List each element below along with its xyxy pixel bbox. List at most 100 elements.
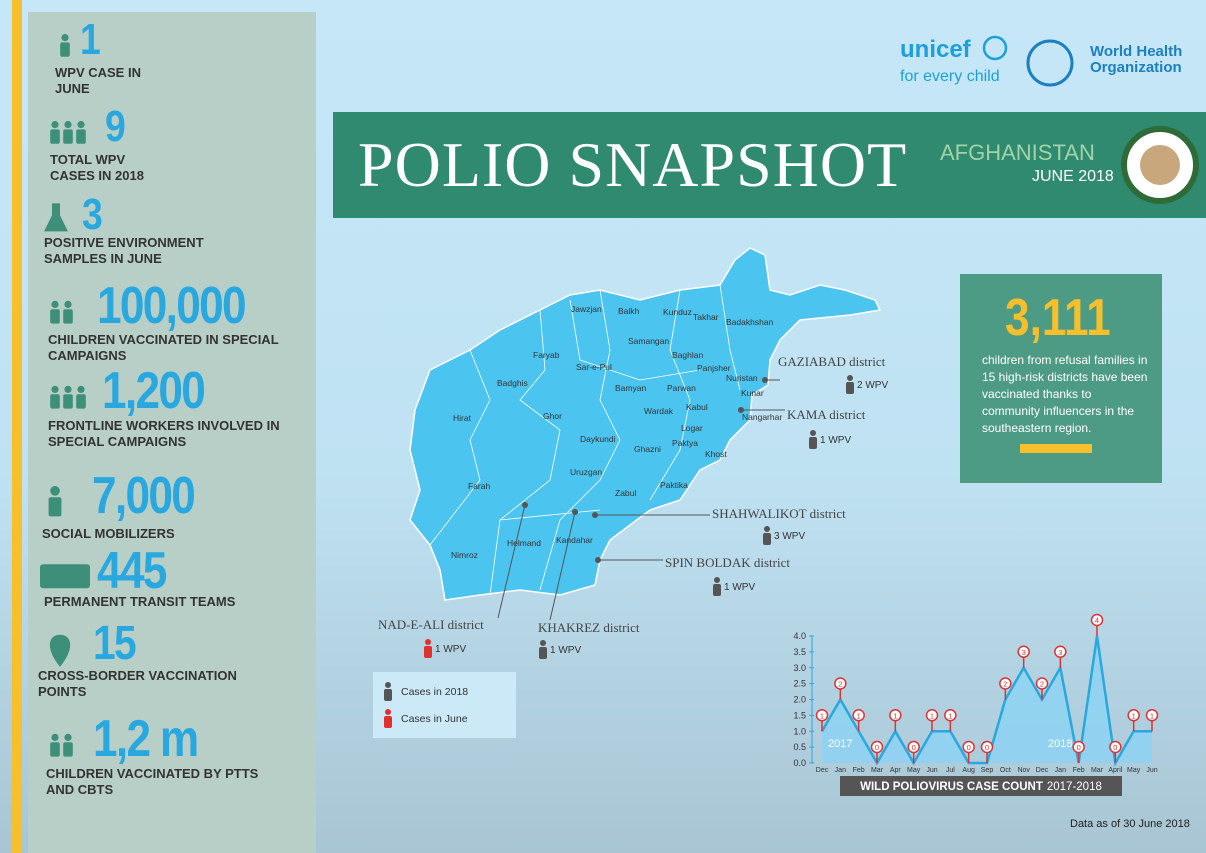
person-icon [810, 430, 816, 436]
banner [333, 112, 1206, 218]
value-label: 1 [930, 711, 934, 720]
x-tick-label: May [1127, 767, 1141, 774]
value-label: 3 [1022, 648, 1026, 657]
x-tick-label: Feb [1073, 767, 1085, 774]
province-label: Nuristan [726, 373, 758, 383]
province-label: Panjsher [697, 363, 731, 373]
person-icon [540, 640, 546, 646]
y-tick-label: 2.0 [793, 695, 806, 705]
district-dot [595, 557, 601, 563]
pin [815, 709, 829, 722]
district-dot [522, 502, 528, 508]
province-label: Balkh [618, 306, 640, 316]
pin [980, 740, 994, 754]
district-dot [572, 509, 578, 515]
stat-value: 100,000 [97, 277, 247, 335]
stat-value: 1 [80, 15, 101, 64]
stat-value: 15 [93, 617, 137, 670]
unicef-tagline: for every child [900, 68, 1000, 85]
province-label: Paktika [660, 480, 688, 490]
province-label: Helmand [507, 538, 541, 548]
pin [1054, 645, 1067, 658]
value-label: 0 [1113, 743, 1117, 752]
province-label: Farah [468, 481, 490, 491]
province-label: Bamyan [615, 383, 646, 393]
province-label: Samangan [628, 336, 669, 346]
value-label: 1 [1150, 711, 1154, 720]
district-cases: 1 WPV [820, 435, 851, 446]
province-label: Khost [705, 449, 727, 459]
legend-box [373, 672, 516, 738]
district-name: KHAKREZ district [538, 620, 640, 635]
value-label: 1 [820, 711, 824, 720]
district-dot [738, 407, 744, 413]
y-tick-label: 0.0 [793, 758, 806, 768]
callout-text: children from refusal families in 15 hig… [982, 353, 1148, 435]
pin [1145, 709, 1159, 722]
province-label: Kunar [741, 388, 764, 398]
who-line: World Health [1090, 43, 1183, 60]
pin [925, 709, 939, 722]
person-icon [764, 526, 770, 532]
district-cases: 2 WPV [857, 380, 888, 391]
stat-value: 3 [82, 190, 103, 239]
pin [834, 677, 847, 690]
pin [889, 709, 902, 722]
x-tick-label: Jan [835, 767, 846, 774]
province-label: Logar [681, 423, 703, 433]
person-icon [51, 300, 59, 308]
stat-value: 7,000 [92, 467, 196, 525]
person-icon [50, 129, 60, 144]
person-icon [51, 121, 59, 129]
person-icon [76, 129, 86, 144]
sidebar [28, 12, 316, 853]
pin [999, 677, 1012, 690]
annotation: 2018 [1048, 738, 1072, 750]
footer: Data as of 30 June 2018 [1070, 818, 1190, 830]
annotation: 2017 [828, 738, 852, 750]
value-label: 3 [1058, 648, 1062, 657]
x-tick-label: Dec [816, 767, 829, 774]
person-icon [77, 385, 85, 393]
value-label: 0 [967, 743, 971, 752]
date: JUNE 2018 [1032, 168, 1114, 185]
person-icon [384, 716, 392, 728]
x-tick-label: Jun [926, 767, 937, 774]
y-tick-label: 0.5 [793, 742, 806, 752]
value-label: 2 [1040, 680, 1044, 689]
callout-value: 3,111 [1005, 289, 1111, 347]
chart-subtitle: 2017-2018 [1047, 781, 1102, 793]
person-icon [63, 129, 73, 144]
stat-label: WPV CASE IN JUNE [55, 65, 141, 96]
district-name: SPIN BOLDAK district [665, 555, 790, 570]
stat-label: SOCIAL MOBILIZERS [42, 526, 175, 541]
stat-icon [49, 634, 71, 667]
district-cases: 3 WPV [774, 531, 805, 542]
person-icon [847, 375, 853, 381]
value-label: 0 [1077, 743, 1081, 752]
pin [1109, 740, 1122, 754]
district-name: KAMA district [787, 407, 866, 422]
y-tick-label: 1.5 [793, 710, 806, 720]
x-tick-label: Dec [1036, 767, 1049, 774]
person-icon [50, 394, 60, 409]
value-label: 1 [893, 711, 897, 720]
province-label: Wardak [644, 406, 674, 416]
province-label: Nangarhar [742, 412, 782, 422]
stripe [12, 0, 22, 853]
person-icon [63, 394, 73, 409]
person-icon [64, 733, 72, 742]
district-dot [762, 377, 768, 383]
stat-label: FRONTLINE WORKERS INVOLVED IN SPECIAL CA… [48, 418, 280, 449]
province-label: Kabul [686, 402, 708, 412]
who-logo [1026, 39, 1074, 87]
person-icon [763, 533, 771, 545]
pin [1017, 645, 1030, 658]
person-icon [63, 309, 73, 324]
person-icon [385, 709, 391, 715]
person-icon [77, 121, 85, 129]
person-icon [384, 689, 392, 701]
value-label: 0 [985, 743, 989, 752]
pin [944, 709, 957, 722]
legend-label: Cases in June [401, 713, 468, 725]
